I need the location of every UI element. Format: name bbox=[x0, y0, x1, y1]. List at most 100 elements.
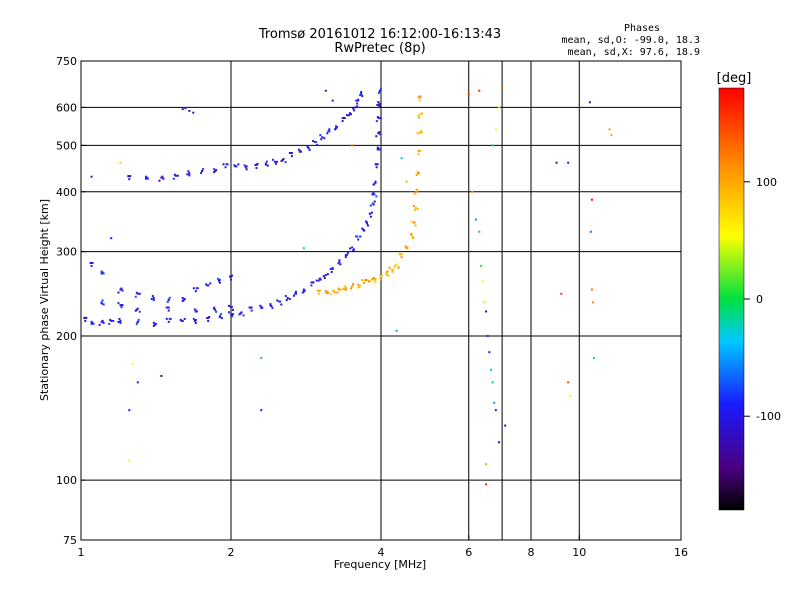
trace-point bbox=[172, 177, 175, 180]
trace-point bbox=[394, 264, 397, 267]
scatter-point bbox=[136, 381, 139, 384]
trace-point bbox=[310, 284, 313, 287]
trace-point bbox=[138, 292, 141, 295]
trace-point bbox=[176, 174, 179, 177]
trace-point bbox=[167, 309, 170, 312]
scatter-point bbox=[110, 237, 113, 240]
trace-point bbox=[338, 259, 341, 262]
trace-point bbox=[208, 316, 211, 319]
scatter-point bbox=[501, 86, 504, 89]
scatter-point bbox=[569, 394, 572, 397]
trace-point bbox=[376, 116, 379, 119]
trace-point bbox=[234, 165, 237, 168]
trace-point bbox=[330, 270, 333, 273]
scatter-point bbox=[485, 310, 488, 313]
trace-point bbox=[201, 169, 204, 172]
trace-point bbox=[373, 193, 376, 196]
trace-point bbox=[299, 150, 302, 153]
trace-point bbox=[412, 236, 415, 239]
trace-point bbox=[206, 284, 209, 287]
scatter-point bbox=[481, 280, 484, 283]
trace-point bbox=[152, 297, 155, 300]
trace-point bbox=[345, 114, 348, 117]
trace-point bbox=[333, 291, 336, 294]
scatter-point bbox=[497, 441, 500, 444]
trace-point bbox=[410, 220, 413, 223]
scatter-point bbox=[491, 381, 494, 384]
scatter-point bbox=[480, 264, 483, 267]
scatter-point bbox=[131, 362, 134, 365]
scatter-point bbox=[590, 288, 593, 291]
chart-title: Tromsø 20161012 16:12:00-16:13:43 bbox=[258, 27, 501, 42]
trace-point bbox=[206, 317, 209, 320]
trace-point bbox=[169, 317, 172, 320]
trace-point bbox=[329, 267, 332, 270]
trace-point bbox=[363, 229, 366, 232]
trace-point bbox=[229, 275, 231, 278]
trace-point bbox=[378, 131, 381, 134]
trace-point bbox=[275, 160, 278, 163]
trace-point bbox=[158, 179, 161, 182]
trace-point bbox=[413, 221, 416, 224]
trace-point bbox=[85, 316, 88, 319]
trace-point bbox=[373, 278, 376, 281]
colorbar-tick-label: 0 bbox=[756, 293, 763, 306]
trace-point bbox=[306, 145, 309, 148]
trace-point bbox=[359, 284, 362, 287]
trace-point bbox=[318, 289, 321, 292]
trace-point bbox=[344, 256, 347, 259]
trace-point bbox=[307, 147, 310, 150]
trace-point bbox=[284, 161, 287, 164]
trace-point bbox=[375, 166, 378, 169]
trace-point bbox=[351, 285, 354, 288]
trace-point bbox=[378, 102, 381, 105]
trace-point bbox=[379, 117, 382, 120]
scatter-point bbox=[351, 144, 354, 147]
trace-point bbox=[369, 204, 372, 207]
trace-point bbox=[312, 140, 315, 143]
y-tick-label: 500 bbox=[56, 139, 77, 152]
trace-point bbox=[294, 290, 297, 293]
trace-point bbox=[166, 300, 169, 303]
trace-point bbox=[244, 166, 247, 169]
trace-point bbox=[323, 277, 326, 280]
trace-point bbox=[137, 318, 140, 321]
trace-point bbox=[150, 298, 153, 301]
trace-point bbox=[419, 149, 422, 152]
trace-point bbox=[326, 273, 329, 276]
trace-point bbox=[231, 274, 233, 277]
scatter-point bbox=[324, 89, 327, 92]
y-tick-label: 600 bbox=[56, 101, 77, 114]
trace-point bbox=[352, 107, 355, 110]
trace-point bbox=[237, 163, 240, 166]
trace-point bbox=[193, 319, 196, 322]
trace-point bbox=[357, 98, 360, 101]
trace-point bbox=[337, 262, 340, 265]
trace-point bbox=[121, 289, 124, 292]
trace-point bbox=[372, 203, 375, 206]
trace-point bbox=[360, 90, 363, 93]
x-tick-label: 4 bbox=[378, 546, 385, 559]
trace-point bbox=[269, 303, 272, 306]
trace-point bbox=[336, 291, 339, 294]
colorbar-label: [deg] bbox=[717, 71, 752, 86]
trace-point bbox=[135, 308, 138, 311]
trace-point bbox=[100, 302, 103, 305]
trace-point bbox=[375, 195, 378, 198]
trace-point bbox=[167, 306, 170, 309]
chart-subtitle: RwPretec (8p) bbox=[334, 41, 425, 56]
trace-point bbox=[102, 272, 105, 275]
trace-point bbox=[183, 317, 186, 320]
scatter-point bbox=[490, 368, 493, 371]
trace-point bbox=[219, 313, 222, 316]
trace-point bbox=[276, 299, 279, 302]
trace-point bbox=[308, 149, 311, 152]
scatter-point bbox=[494, 128, 497, 131]
trace-point bbox=[352, 283, 355, 286]
trace-point bbox=[319, 134, 322, 137]
trace-point bbox=[194, 290, 197, 293]
trace-point bbox=[121, 304, 124, 307]
trace-point bbox=[214, 308, 217, 311]
trace-point bbox=[413, 208, 416, 211]
trace-point bbox=[108, 322, 111, 325]
